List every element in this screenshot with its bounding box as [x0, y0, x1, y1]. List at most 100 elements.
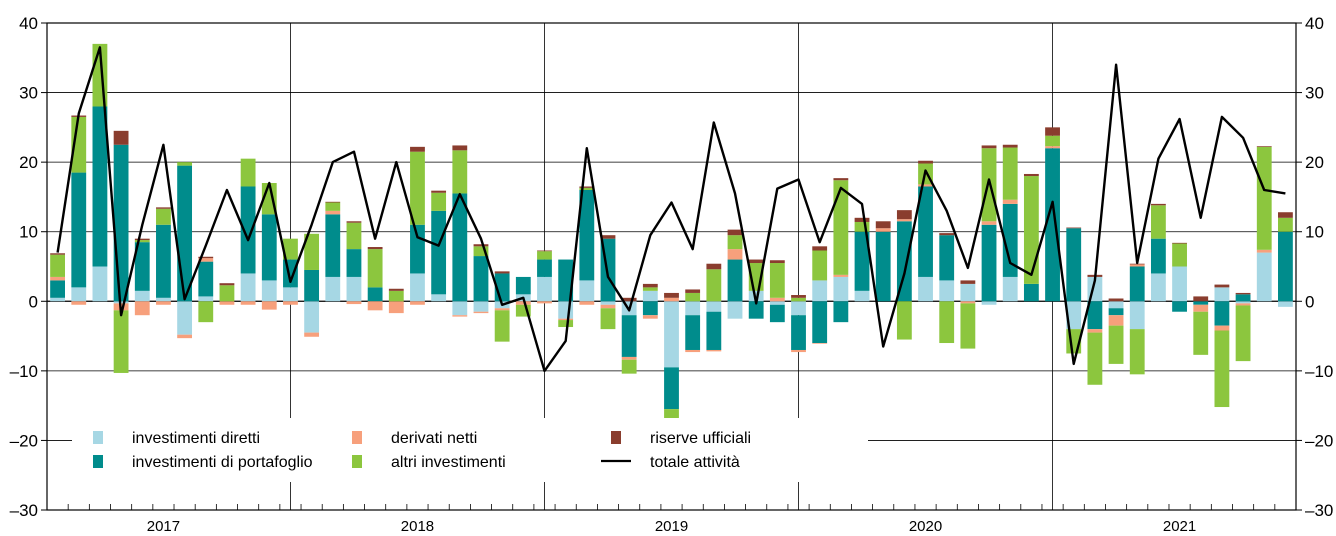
ytick-label-right: –20 [1305, 431, 1333, 450]
bar-4-46 [1023, 173, 1039, 177]
ytick-label-left: –10 [10, 362, 38, 381]
bar-2-8 [219, 301, 235, 305]
bar-1-45 [1002, 203, 1018, 277]
legend-label-derivati-netti: derivati netti [391, 430, 477, 447]
bar-3-22 [515, 304, 531, 317]
bar-4-55 [1214, 284, 1230, 288]
ytick-label-right: 40 [1305, 14, 1324, 33]
bar-1-13 [325, 214, 341, 277]
bar-3-37 [833, 180, 849, 275]
bar-2-6 [177, 334, 193, 339]
bar-1-30 [685, 315, 701, 350]
bar-3-3 [113, 310, 129, 373]
legend-swatch-investimenti-portafoglio [93, 455, 103, 468]
legend-swatch-altri-investimenti [352, 455, 362, 468]
bar-1-9 [240, 186, 256, 274]
bar-1-47 [1045, 148, 1060, 302]
bar-1-22 [515, 276, 531, 295]
bar-2-9 [240, 301, 256, 305]
bar-2-20 [473, 311, 489, 314]
bar-1-38 [854, 231, 870, 291]
bar-2-16 [388, 301, 404, 314]
legend-label-riserve-ufficiali: riserve ufficiali [650, 430, 751, 447]
bar-4-28 [642, 283, 658, 288]
bar-2-29 [664, 297, 679, 302]
bar-0-7 [198, 296, 214, 302]
bar-3-26 [600, 308, 616, 330]
bar-4-35 [791, 295, 806, 298]
bar-1-34 [769, 304, 785, 323]
bar-1-51 [1129, 266, 1145, 302]
bar-0-38 [854, 290, 870, 302]
bar-2-50 [1108, 315, 1124, 326]
bar-3-4 [134, 240, 150, 243]
bar-4-14 [346, 221, 362, 223]
bar-0-48 [1066, 301, 1082, 330]
bar-0-58 [1278, 301, 1293, 307]
bar-3-55 [1214, 330, 1230, 408]
bar-1-56 [1235, 294, 1251, 302]
bar-0-51 [1129, 301, 1145, 330]
bar-3-13 [325, 202, 341, 211]
bar-1-50 [1108, 308, 1124, 316]
bar-0-44 [981, 301, 997, 305]
bar-4-3 [113, 130, 129, 145]
bar-0-19 [452, 301, 468, 316]
bar-2-30 [685, 349, 701, 353]
bar-0-13 [325, 276, 341, 302]
bar-0-26 [600, 301, 616, 305]
bar-2-1 [71, 301, 87, 305]
bar-1-3 [113, 144, 129, 302]
bar-2-27 [621, 356, 637, 360]
bar-3-52 [1150, 205, 1166, 239]
bar-4-37 [833, 178, 849, 181]
bar-1-12 [304, 269, 320, 302]
bar-0-41 [918, 276, 933, 302]
bar-3-17 [410, 151, 425, 225]
bar-2-10 [261, 301, 277, 310]
bar-1-24 [558, 259, 574, 302]
bar-4-53 [1172, 242, 1187, 244]
bar-2-19 [452, 315, 468, 317]
bar-0-12 [304, 301, 320, 333]
bar-0-34 [769, 301, 785, 305]
bar-1-15 [367, 287, 383, 302]
bar-3-32 [727, 235, 743, 250]
bar-0-57 [1256, 252, 1272, 302]
legend-label-altri-investimenti: altri investimenti [391, 454, 506, 471]
bar-4-52 [1150, 203, 1166, 206]
bar-4-32 [727, 229, 743, 236]
bar-4-44 [981, 145, 997, 149]
bar-4-34 [769, 260, 785, 264]
bar-3-50 [1108, 325, 1124, 364]
bar-2-45 [1002, 199, 1018, 204]
bar-1-58 [1278, 231, 1293, 302]
bar-0-28 [642, 290, 658, 302]
bar-4-23 [537, 250, 552, 252]
bar-4-33 [748, 259, 764, 264]
bar-3-45 [1002, 147, 1018, 200]
bar-0-37 [833, 276, 849, 302]
bar-4-50 [1108, 298, 1124, 302]
legend-label-totale-attivita: totale attività [650, 454, 740, 471]
bar-0-20 [473, 301, 489, 312]
legend-bg [72, 418, 868, 482]
bar-3-11 [283, 238, 298, 260]
bar-1-49 [1087, 301, 1103, 330]
bar-1-33 [748, 301, 764, 319]
bar-4-41 [918, 160, 933, 164]
bar-1-48 [1066, 228, 1082, 302]
bar-3-15 [367, 249, 383, 288]
legend-label-investimenti-portafoglio: investimenti di portafoglio [132, 454, 313, 471]
bar-3-43 [960, 303, 976, 349]
legend-swatch-investimenti-diretti [93, 431, 103, 444]
bar-3-12 [304, 233, 320, 270]
bar-1-37 [833, 301, 849, 323]
bar-2-56 [1235, 303, 1251, 306]
bar-4-56 [1235, 292, 1251, 295]
bar-0-5 [156, 297, 171, 302]
bar-4-13 [325, 201, 341, 203]
bar-3-23 [537, 251, 552, 260]
bar-1-55 [1214, 301, 1230, 326]
